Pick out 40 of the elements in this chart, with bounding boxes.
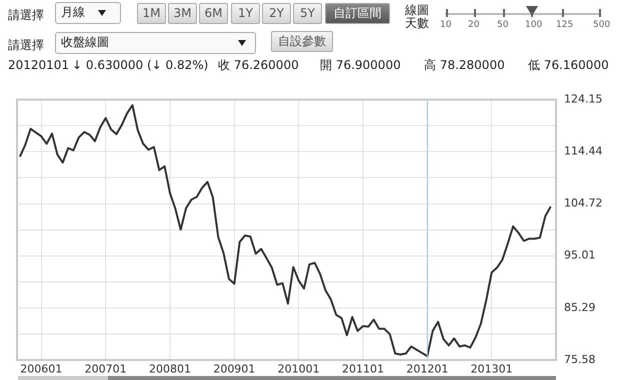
button: 2Y <box>262 3 291 24</box>
text: 開 76.900000 <box>320 58 401 72</box>
button: 6M <box>199 3 228 24</box>
button: 1M <box>137 3 166 24</box>
x-tick-label: 201301 <box>470 362 513 376</box>
text: 低 76.160000 <box>528 58 609 72</box>
x-tick-label: 200701 <box>84 362 127 376</box>
button: 5Y <box>293 3 322 24</box>
text: 收 76.260000 <box>218 58 299 72</box>
text: 10 <box>440 19 452 32</box>
button: 自訂區間 <box>325 3 390 24</box>
text: 20120101 <box>8 58 70 72</box>
y-tick-label: 75.58 <box>564 352 596 366</box>
x-tick-label: 201101 <box>342 362 384 376</box>
text: 月線 <box>61 5 85 19</box>
button: 1Y <box>231 3 260 24</box>
y-tick-label: 95.01 <box>564 248 596 262</box>
text: 125 <box>556 19 574 32</box>
text: 100 <box>525 19 542 32</box>
x-tick-label: 200601 <box>20 362 62 376</box>
text: 請選擇 <box>8 38 44 52</box>
text: ↓ 0.630000 (↓ 0.82%) <box>72 58 208 72</box>
text: 請選擇 <box>8 8 44 22</box>
text: 500 <box>593 19 610 32</box>
y-tick-label: 85.29 <box>564 300 596 314</box>
y-tick-label: 114.44 <box>564 144 602 158</box>
y-tick-label: 104.72 <box>564 196 602 210</box>
x-tick-label: 201001 <box>278 362 320 376</box>
y-tick-label: 124.15 <box>564 92 602 106</box>
text: 50 <box>497 19 508 32</box>
text: 20 <box>468 19 480 32</box>
button: 3M <box>168 3 197 24</box>
x-tick-label: 200901 <box>213 362 256 376</box>
text: 天數 <box>405 16 429 30</box>
button: 自設參數 <box>271 31 333 52</box>
text: 高 78.280000 <box>424 58 505 72</box>
text: 收盤線圖 <box>61 35 109 49</box>
x-tick-label: 200801 <box>148 362 191 376</box>
x-tick-label: 201201 <box>406 362 448 376</box>
text: 線圖 <box>405 3 429 17</box>
